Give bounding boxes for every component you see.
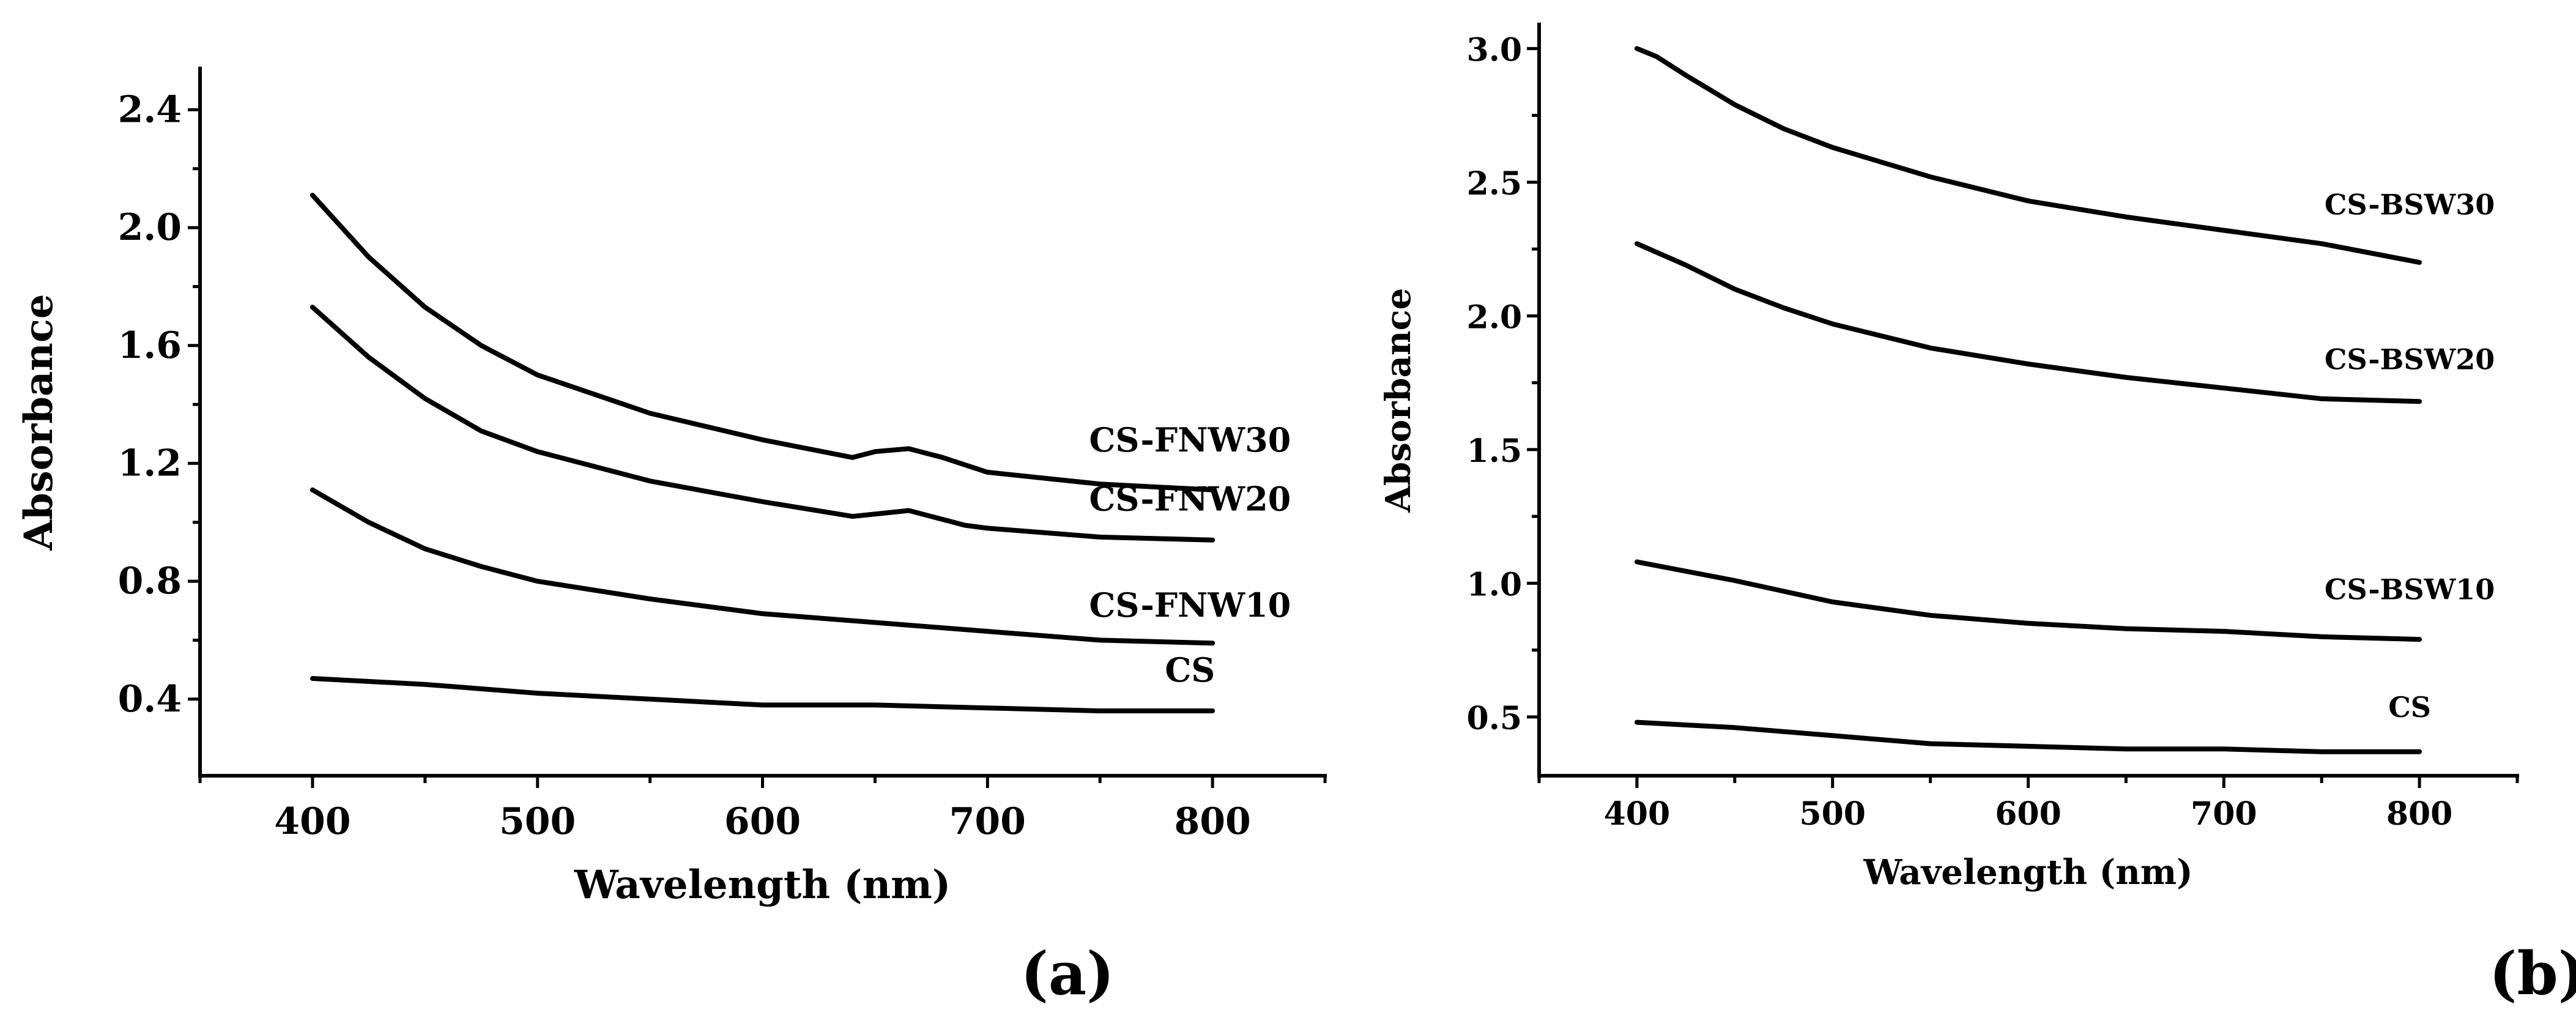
x-tick-label: 700 bbox=[949, 800, 1026, 843]
x-axis-title: Wavelength (nm) bbox=[1863, 852, 2192, 893]
y-tick-label: 1.0 bbox=[1467, 566, 1522, 603]
series-label: CS-BSW30 bbox=[2325, 188, 2495, 221]
x-axis-title: Wavelength (nm) bbox=[574, 862, 951, 908]
panel-label: (a) bbox=[1020, 939, 1114, 1008]
series-label: CS-FNW20 bbox=[1089, 480, 1291, 519]
panel-a: 400 500 600 700 800 0.4 0.8 1.2 1.6 2.0 2.4 Wavelen… bbox=[16, 67, 1327, 1008]
series-label: CS-BSW20 bbox=[2325, 343, 2495, 376]
panel-b: 400 500 600 700 800 0.5 1.0 1.5 2.0 2.5 3.0 Wavelen… bbox=[1378, 23, 2576, 1008]
series-label: CS-BSW10 bbox=[2325, 573, 2495, 606]
series-line-cs-bsw20 bbox=[1634, 241, 2422, 404]
x-tick-label: 800 bbox=[1174, 800, 1250, 843]
series-line-cs-fnw30 bbox=[310, 193, 1216, 492]
x-tick-label: 700 bbox=[2191, 795, 2257, 833]
y-axis-title: Absorbance bbox=[1378, 288, 1419, 513]
series-label: CS-FNW30 bbox=[1089, 420, 1291, 459]
y-tick-label: 0.8 bbox=[118, 560, 182, 603]
series-label: CS bbox=[2388, 691, 2431, 724]
panel-label: (b) bbox=[2489, 939, 2576, 1008]
series-line-cs-bsw10 bbox=[1634, 559, 2422, 642]
y-tick-label: 1.5 bbox=[1467, 433, 1522, 470]
series-label: CS-FNW10 bbox=[1089, 585, 1291, 625]
y-tick-label: 2.5 bbox=[1467, 165, 1522, 202]
y-tick-label: 2.0 bbox=[1467, 299, 1522, 336]
y-axis-title: Absorbance bbox=[16, 294, 62, 551]
y-tick-label: 2.0 bbox=[118, 206, 182, 249]
y-tick-label: 3.0 bbox=[1467, 31, 1522, 69]
y-tick-label: 0.4 bbox=[118, 678, 182, 721]
series-label: CS bbox=[1165, 650, 1215, 689]
series-line-cs bbox=[1634, 719, 2422, 754]
series-line-cs bbox=[310, 676, 1216, 713]
y-tick-label: 2.4 bbox=[118, 88, 182, 131]
y-tick-label: 1.2 bbox=[118, 442, 182, 485]
x-tick-label: 500 bbox=[1799, 795, 1866, 833]
x-tick-label: 400 bbox=[1604, 795, 1671, 833]
y-tick-label: 0.5 bbox=[1467, 700, 1522, 737]
series-line-cs-fnw10 bbox=[310, 487, 1216, 646]
x-tick-label: 600 bbox=[1995, 795, 2062, 833]
x-tick-label: 500 bbox=[499, 800, 576, 843]
series-line-cs-fnw20 bbox=[310, 305, 1216, 543]
x-tick-label: 400 bbox=[274, 800, 351, 843]
y-tick-label: 1.6 bbox=[118, 324, 182, 367]
x-tick-label: 600 bbox=[724, 800, 801, 843]
series-line-cs-bsw30 bbox=[1634, 46, 2422, 265]
x-tick-label: 800 bbox=[2386, 795, 2453, 833]
